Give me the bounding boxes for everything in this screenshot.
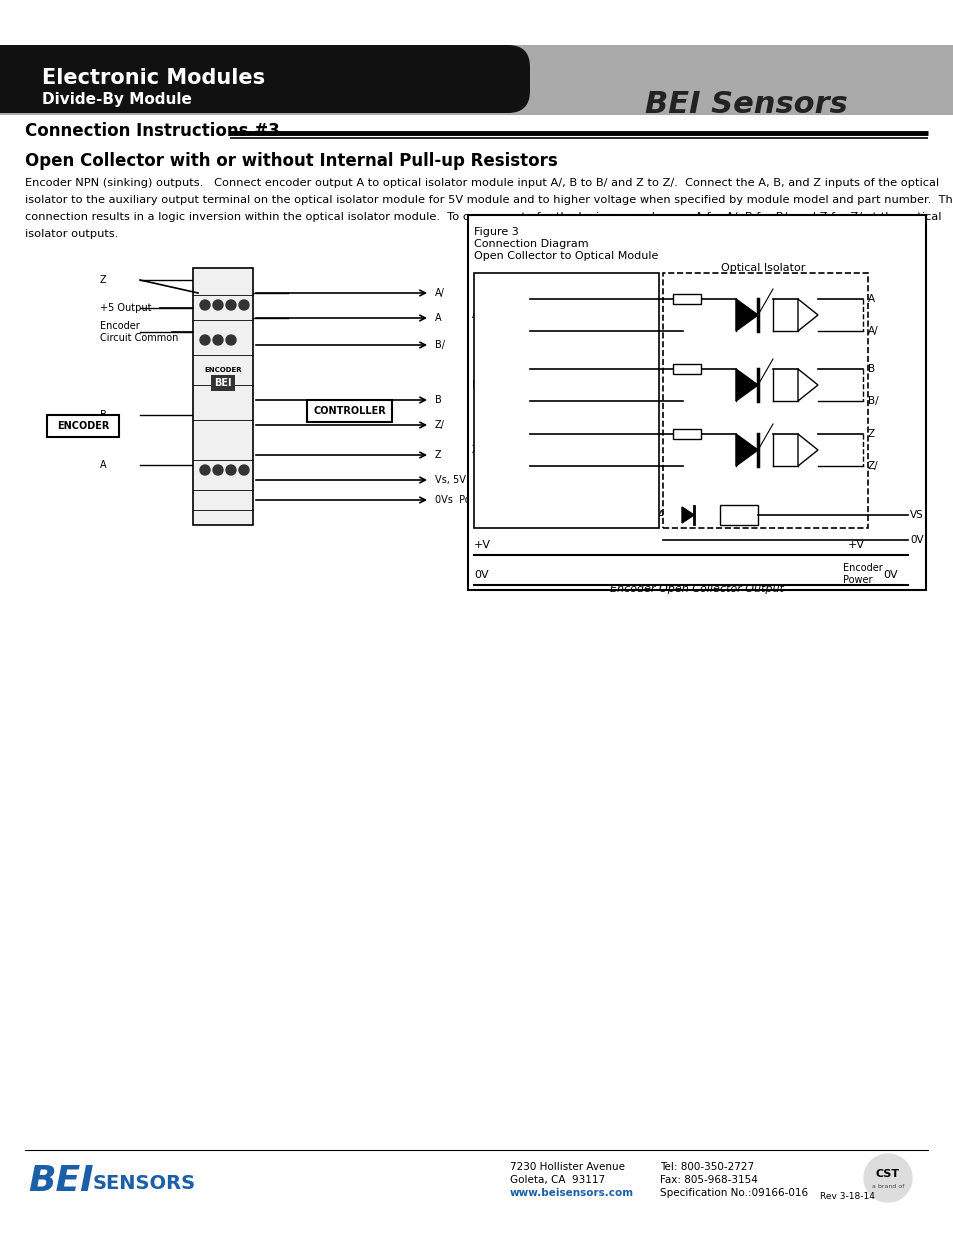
Circle shape	[213, 466, 223, 475]
Text: BEI: BEI	[214, 378, 232, 388]
Text: Z/: Z/	[435, 420, 444, 430]
Circle shape	[200, 300, 210, 310]
Text: B: B	[100, 410, 107, 420]
Polygon shape	[735, 299, 758, 331]
Text: Electronic Modules: Electronic Modules	[42, 68, 265, 88]
Text: CONTROLLER: CONTROLLER	[313, 406, 385, 416]
Bar	[47, 415, 119, 437]
Text: B/: B/	[435, 340, 444, 350]
Text: Open Collector with or without Internal Pull-up Resistors: Open Collector with or without Internal …	[25, 152, 558, 170]
Text: Open Collector to Optical Module: Open Collector to Optical Module	[474, 251, 658, 261]
Text: +V: +V	[474, 540, 491, 550]
Bar	[672, 429, 700, 438]
Bar	[662, 273, 867, 529]
Circle shape	[213, 300, 223, 310]
Text: connection results in a logic inversion within the optical isolator module.  To : connection results in a logic inversion …	[25, 212, 941, 222]
Bar	[307, 400, 392, 422]
Text: A: A	[867, 294, 874, 304]
Text: BEI Sensors: BEI Sensors	[644, 90, 847, 119]
Text: Figure 3: Figure 3	[474, 227, 518, 237]
Text: B/: B/	[867, 396, 878, 406]
Text: Encoder NPN (sinking) outputs.   Connect encoder output A to optical isolator mo: Encoder NPN (sinking) outputs. Connect e…	[25, 178, 938, 188]
Text: SENSORS: SENSORS	[92, 1174, 196, 1193]
Text: Z or Z/: Z or Z/	[472, 445, 504, 454]
Text: Connection Instructions #3: Connection Instructions #3	[25, 122, 279, 140]
Circle shape	[239, 300, 249, 310]
Text: Z: Z	[867, 429, 874, 438]
Polygon shape	[797, 433, 817, 466]
Text: B/: B/	[542, 403, 553, 412]
Text: Divide-By Module: Divide-By Module	[42, 91, 192, 107]
Text: VS: VS	[909, 510, 923, 520]
Text: www.beisensors.com: www.beisensors.com	[510, 1188, 634, 1198]
Text: Goleta, CA  93117: Goleta, CA 93117	[510, 1174, 604, 1186]
Text: +V: +V	[847, 540, 864, 550]
Text: 5V: 5V	[700, 510, 714, 520]
Text: B or B/: B or B/	[472, 380, 504, 390]
Text: REG: REG	[728, 510, 748, 520]
Circle shape	[863, 1153, 911, 1202]
Circle shape	[226, 300, 235, 310]
Text: isolator to the auxiliary output terminal on the optical isolator module for 5V : isolator to the auxiliary output termina…	[25, 195, 953, 205]
Bar	[720, 505, 758, 525]
FancyBboxPatch shape	[0, 44, 530, 112]
Bar	[193, 268, 253, 525]
Polygon shape	[681, 508, 693, 522]
Polygon shape	[797, 369, 817, 401]
Text: Z: Z	[542, 422, 549, 432]
Text: B: B	[435, 395, 441, 405]
Circle shape	[239, 466, 249, 475]
Circle shape	[200, 335, 210, 345]
Text: A: A	[435, 312, 441, 324]
Text: A/: A/	[867, 326, 878, 336]
Text: 7230 Hollister Avenue: 7230 Hollister Avenue	[510, 1162, 624, 1172]
Text: Encoder Open Collector Output: Encoder Open Collector Output	[609, 584, 783, 594]
Text: Z: Z	[100, 275, 107, 285]
Text: isolator outputs.: isolator outputs.	[25, 228, 118, 240]
Text: A/: A/	[435, 288, 444, 298]
Text: B: B	[542, 357, 549, 367]
Text: A: A	[542, 287, 549, 296]
Text: ENCODER: ENCODER	[57, 421, 109, 431]
Bar	[0, 44, 30, 112]
Text: Tel: 800-350-2727: Tel: 800-350-2727	[659, 1162, 753, 1172]
Text: Specification No.:09166-016: Specification No.:09166-016	[659, 1188, 807, 1198]
Text: ENCODER: ENCODER	[204, 367, 241, 373]
Text: BEI: BEI	[28, 1165, 93, 1198]
Text: a brand of: a brand of	[871, 1183, 903, 1188]
Text: 0V: 0V	[882, 571, 897, 580]
Bar	[474, 273, 659, 529]
Text: A or A/: A or A/	[472, 310, 504, 320]
Text: Vs, 5V to 28V: Vs, 5V to 28V	[435, 475, 500, 485]
Circle shape	[213, 335, 223, 345]
Text: AUX: AUX	[658, 510, 678, 520]
Text: Rev 3-18-14: Rev 3-18-14	[820, 1192, 874, 1200]
Text: 0Vs  Power Common: 0Vs Power Common	[435, 495, 535, 505]
Polygon shape	[797, 299, 817, 331]
Circle shape	[226, 335, 235, 345]
Text: Z/: Z/	[542, 468, 553, 478]
Bar	[672, 364, 700, 374]
Polygon shape	[735, 369, 758, 401]
Text: Optical Isolator: Optical Isolator	[720, 263, 804, 273]
Text: Encoder
Power: Encoder Power	[842, 563, 882, 584]
Text: Connection Diagram: Connection Diagram	[474, 240, 588, 249]
Text: Fax: 805-968-3154: Fax: 805-968-3154	[659, 1174, 757, 1186]
Text: A: A	[100, 459, 107, 471]
Bar	[468, 215, 925, 590]
Text: A/: A/	[542, 333, 553, 343]
Text: Encoder
Circuit Common: Encoder Circuit Common	[100, 321, 178, 343]
Circle shape	[200, 466, 210, 475]
Bar	[672, 294, 700, 304]
Bar	[0, 44, 953, 115]
Text: Z/: Z/	[867, 461, 878, 471]
Text: B: B	[867, 364, 874, 374]
Text: +5 Output: +5 Output	[100, 303, 152, 312]
Circle shape	[226, 466, 235, 475]
Polygon shape	[735, 433, 758, 466]
Text: 0V: 0V	[909, 535, 923, 545]
Text: Z: Z	[435, 450, 441, 459]
Text: CST: CST	[875, 1170, 899, 1179]
Text: 0V: 0V	[474, 571, 488, 580]
